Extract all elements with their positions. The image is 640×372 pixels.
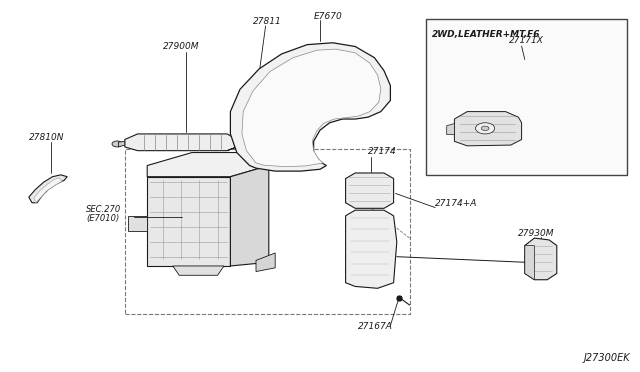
Text: E7670: E7670 xyxy=(314,12,342,20)
Polygon shape xyxy=(454,112,522,146)
Polygon shape xyxy=(29,175,67,203)
Polygon shape xyxy=(147,153,269,177)
Polygon shape xyxy=(230,43,390,171)
Polygon shape xyxy=(147,177,230,266)
Polygon shape xyxy=(242,49,381,167)
Polygon shape xyxy=(118,141,125,147)
Text: SEC.270: SEC.270 xyxy=(86,205,122,214)
Text: 27811: 27811 xyxy=(253,17,282,26)
Polygon shape xyxy=(525,246,534,280)
Circle shape xyxy=(476,123,495,134)
Polygon shape xyxy=(525,238,557,280)
Text: 27930M: 27930M xyxy=(518,229,555,238)
Polygon shape xyxy=(125,134,237,151)
Polygon shape xyxy=(173,266,224,275)
Polygon shape xyxy=(230,166,269,266)
Polygon shape xyxy=(346,173,394,208)
Bar xyxy=(125,149,410,314)
Polygon shape xyxy=(227,145,242,151)
Text: 27171X: 27171X xyxy=(509,36,543,45)
Circle shape xyxy=(481,126,489,131)
Text: 27810N: 27810N xyxy=(29,132,64,141)
Text: 27167A: 27167A xyxy=(358,322,393,331)
Text: 27174: 27174 xyxy=(368,147,397,156)
Bar xyxy=(426,19,627,175)
Polygon shape xyxy=(256,253,275,272)
Polygon shape xyxy=(236,121,259,138)
Text: J27300EK: J27300EK xyxy=(584,353,630,363)
Polygon shape xyxy=(34,178,62,203)
Polygon shape xyxy=(128,216,147,231)
Polygon shape xyxy=(447,124,454,135)
Circle shape xyxy=(112,141,122,147)
Text: 27900M: 27900M xyxy=(163,42,200,51)
Text: 2WD,LEATHER+MT,F6: 2WD,LEATHER+MT,F6 xyxy=(432,30,541,39)
Text: (E7010): (E7010) xyxy=(86,214,120,223)
Text: 27174+A: 27174+A xyxy=(435,199,477,208)
Polygon shape xyxy=(346,210,397,288)
